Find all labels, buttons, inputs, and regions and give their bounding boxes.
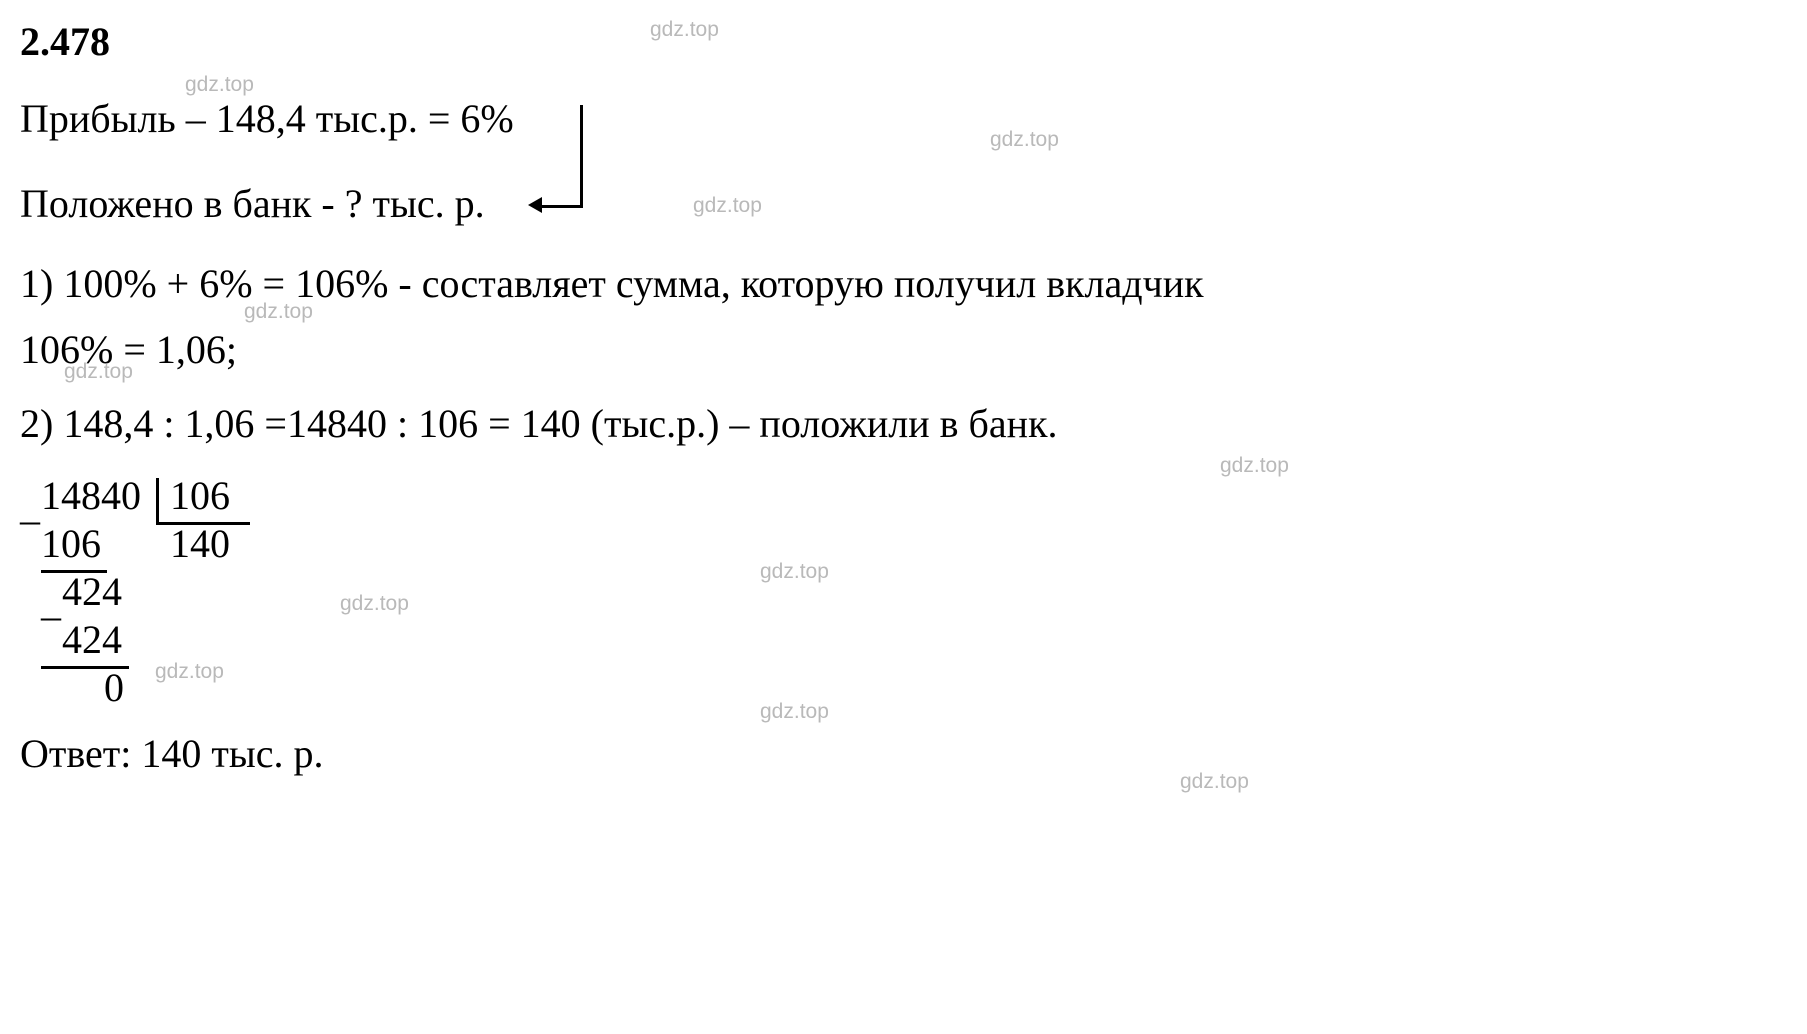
bracket-arrowhead-icon <box>528 197 542 213</box>
ld-minus-1: – <box>20 496 40 543</box>
bracket-horizontal <box>540 205 583 208</box>
ld-row-1: 106 <box>41 520 101 567</box>
ld-quotient: 140 <box>170 520 230 567</box>
given-line-1: Прибыль – 148,4 тыс.р. = 6% <box>20 95 514 142</box>
problem-number: 2.478 <box>20 18 110 65</box>
ld-dividend: 14840 <box>41 472 141 519</box>
watermark: gdz.top <box>155 660 224 684</box>
ld-minus-2: – <box>41 592 61 639</box>
ld-row-3: 424 <box>62 616 122 663</box>
ld-row-2: 424 <box>62 568 122 615</box>
ld-vline <box>156 478 159 522</box>
watermark: gdz.top <box>693 194 762 218</box>
ld-row-4: 0 <box>104 664 124 711</box>
watermark: gdz.top <box>990 128 1059 152</box>
watermark: gdz.top <box>64 360 133 384</box>
ld-divisor: 106 <box>170 472 230 519</box>
page-root: 2.478 Прибыль – 148,4 тыс.р. = 6% Положе… <box>0 0 1807 1034</box>
answer-line: Ответ: 140 тыс. р. <box>20 730 323 777</box>
watermark: gdz.top <box>1220 454 1289 478</box>
watermark: gdz.top <box>185 73 254 97</box>
step-2-line: 2) 148,4 : 1,06 =14840 : 106 = 140 (тыс.… <box>20 400 1058 447</box>
bracket-vertical <box>580 105 583 205</box>
given-line-2: Положено в банк - ? тыс. р. <box>20 180 485 227</box>
watermark: gdz.top <box>760 700 829 724</box>
watermark: gdz.top <box>1180 770 1249 794</box>
step-1-line-a: 1) 100% + 6% = 106% - составляет сумма, … <box>20 260 1204 307</box>
watermark: gdz.top <box>650 18 719 42</box>
watermark: gdz.top <box>760 560 829 584</box>
watermark: gdz.top <box>244 300 313 324</box>
watermark: gdz.top <box>340 592 409 616</box>
